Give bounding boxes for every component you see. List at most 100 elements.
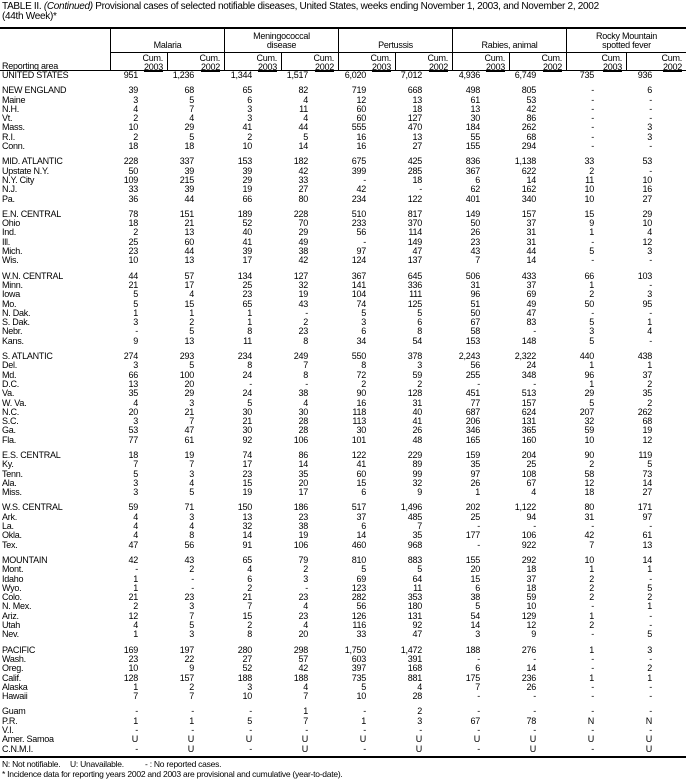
cell-value: - [363,236,366,247]
reporting-area: N.H. [2,103,19,114]
cell-value: 735 [351,672,367,683]
cell-value: 14 [642,554,652,565]
reporting-area: Amer. Samoa [2,734,54,745]
cell-value: - [419,184,422,195]
cell-value: 3 [417,360,422,371]
cell-value: 3 [189,629,194,640]
table-body: UNITED STATES 951 1,236 1,344 1,517 6,020 7,01… [0,70,686,754]
cell-value: - [591,725,594,735]
cell-value: 116 [352,620,366,631]
cell-value: 1 [133,715,138,726]
cell-value: 4 [133,530,138,541]
cell-value: 19 [298,530,308,541]
cell-value: 33 [356,629,366,640]
cell-value: 5 [589,317,594,328]
cell-value: 134 [237,270,253,281]
reporting-area: Utah [2,620,21,631]
cell-value: 5 [189,94,194,105]
cell-value: 936 [637,70,653,80]
cell-value: 4 [303,601,308,612]
subcolumn-header: Cum. 2003 [452,53,509,71]
cell-value: - [649,691,652,702]
cell-value: 58 [584,468,594,479]
cell-value: - [477,743,480,754]
cell-value: 38 [298,521,308,532]
cell-value: U [529,743,537,754]
reporting-area: N. Mex. [2,601,32,612]
cell-value: U [131,734,139,745]
table-row: Colo. 21 23 21 23 282 353 38 59 2 2 [0,592,686,602]
cell-value: 184 [465,122,481,133]
cell-value: 39 [242,165,252,176]
cell-value: 67 [470,317,480,328]
cell-value: 38 [298,388,308,399]
cell-value: 56 [470,360,480,371]
cell-value: 31 [584,511,594,522]
cell-value: 50 [584,298,594,309]
cell-value: 9 [531,629,536,640]
cell-value: 13 [412,94,422,105]
cell-value: 2,243 [458,351,481,362]
cell-value: 298 [293,644,309,655]
cell-value: 10 [584,184,594,195]
table-row: Ga. 53 47 30 28 30 26 346 365 59 19 [0,426,686,436]
cell-value: 86 [298,449,308,460]
table-row: Wash. 23 22 27 57 603 391 - - - - [0,654,686,664]
reporting-area: Ind. [2,227,17,238]
reporting-area: Pa. [2,193,15,204]
cell-value: 3 [647,122,652,133]
cell-value: 42 [298,255,308,266]
reporting-area: Iowa [2,289,21,300]
cell-value: - [591,681,594,692]
table-row: PACIFIC 169 197 280 298 1,750 1,472 188 276 1 3 [0,644,686,655]
cell-value: 80 [298,193,308,204]
table-row: W. Va. 4 3 5 4 16 31 77 157 5 2 [0,397,686,408]
reporting-area: Tex. [2,539,18,550]
cell-value: 21 [184,406,194,417]
cell-value: 61 [470,94,480,105]
cell-value: - [533,378,536,389]
table-row: Ky. 7 7 17 14 41 89 35 25 2 5 [0,459,686,469]
cell-value: - [591,103,594,114]
cell-value: 97 [470,468,480,479]
cell-value: 101 [351,434,367,445]
cell-value: 7 [247,601,252,612]
cell-value: 11 [299,103,308,114]
cell-value: 94 [526,511,536,522]
cell-value: - [135,706,138,717]
cell-value: 14 [470,620,480,631]
reporting-area: S. Dak. [2,317,30,328]
cell-value: 42 [356,184,366,195]
cell-value: 33 [298,174,308,185]
cell-value: 141 [351,279,367,290]
cell-value: 11 [413,582,422,593]
cell-value: 3 [189,397,194,408]
cell-value: 5 [303,131,308,142]
group-label-line2: Pertussis [378,40,413,50]
cell-value: 35 [128,388,138,399]
cell-value: 2 [133,113,138,124]
cell-value: 68 [184,85,194,96]
cell-value: 1 [361,715,366,726]
cell-value: 10 [242,691,252,702]
cell-value: 4 [303,94,308,105]
cell-value: 1 [589,672,594,683]
cell-value: 1 [589,378,594,389]
reporting-area: Oreg. [2,663,24,674]
cell-value: 103 [637,270,653,281]
cell-value: 66 [584,270,594,281]
cell-value: - [649,335,652,346]
cell-value: 33 [584,156,594,167]
reporting-area: Md. [2,369,17,380]
cell-value: 10 [526,601,536,612]
cell-value: 25 [242,279,252,290]
cell-value: 91 [242,539,252,550]
cell-value: 128 [407,388,423,399]
cell-value: 215 [179,174,195,185]
cell-value: 77 [470,397,480,408]
cell-value: 65 [242,298,252,309]
cell-value: 3 [647,644,652,655]
cell-value: 13 [642,539,652,550]
cell-value: 65 [242,85,252,96]
footnote-u: U: Unavailable. [70,759,124,769]
